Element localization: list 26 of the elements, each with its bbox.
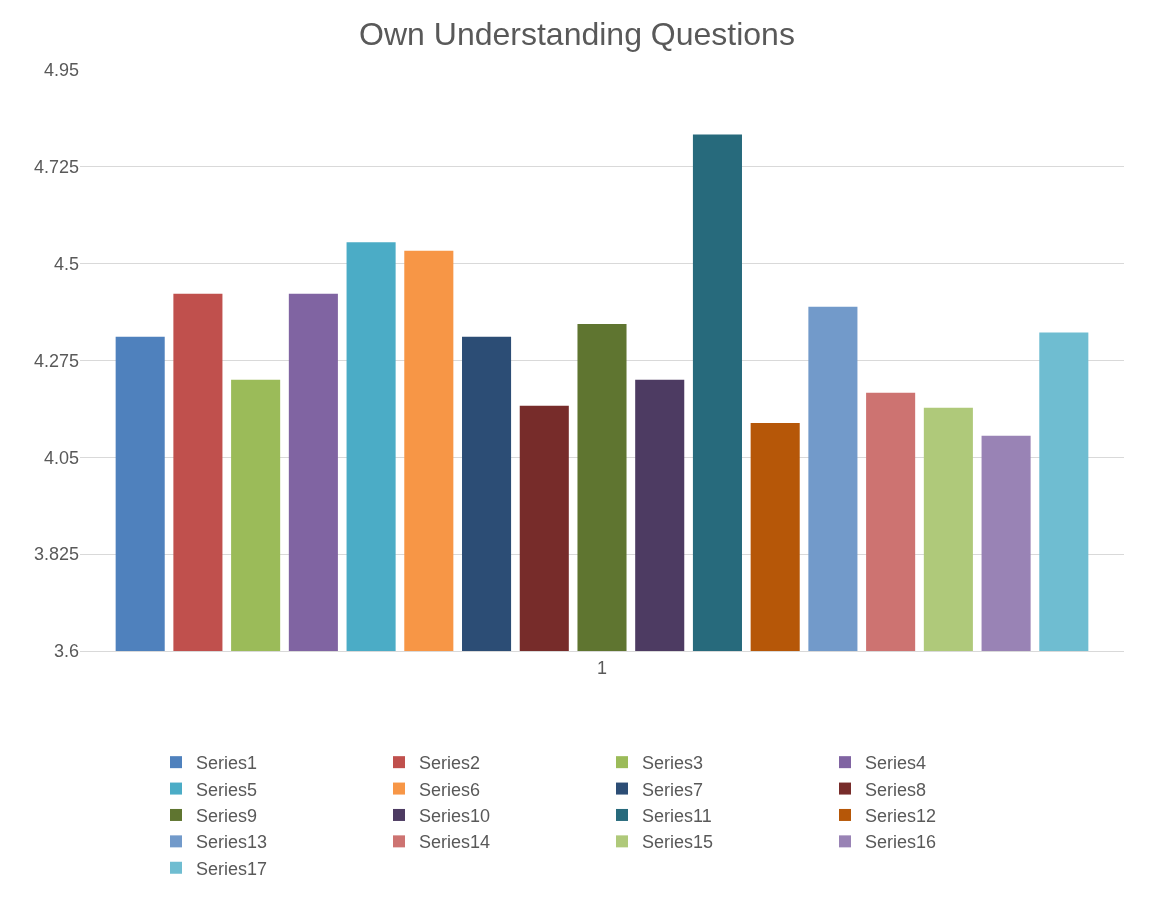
- legend-label: Series9: [196, 805, 258, 826]
- y-tick-label: 3.825: [33, 544, 79, 565]
- y-tick-label: 4.725: [33, 157, 79, 178]
- legend-label: Series4: [865, 753, 927, 774]
- chart-title: Own Understanding Questions: [359, 15, 795, 52]
- y-tick-label: 4.95: [43, 60, 79, 81]
- legend-label: Series5: [196, 779, 258, 800]
- legend-label: Series12: [865, 805, 937, 826]
- legend-label: Series11: [642, 805, 712, 826]
- legend-label: Series3: [642, 753, 704, 774]
- legend-label: Series13: [196, 832, 268, 853]
- legend-label: Series16: [865, 832, 937, 853]
- legend-label: Series15: [642, 832, 714, 853]
- legend-label: Series1: [196, 753, 258, 774]
- legend-label: Series2: [419, 753, 481, 774]
- legend-label: Series10: [419, 805, 491, 826]
- y-tick-label: 4.05: [43, 447, 79, 468]
- y-tick-label: 4.5: [53, 253, 79, 274]
- x-tick-label: 1: [596, 657, 608, 678]
- y-tick-label: 3.6: [53, 641, 79, 662]
- legend-label: Series7: [642, 779, 704, 800]
- y-tick-label: 4.275: [33, 350, 79, 371]
- legend-label: Series17: [196, 858, 268, 879]
- legend-label: Series8: [865, 779, 927, 800]
- legend-label: Series6: [419, 779, 481, 800]
- legend-label: Series14: [419, 832, 491, 853]
